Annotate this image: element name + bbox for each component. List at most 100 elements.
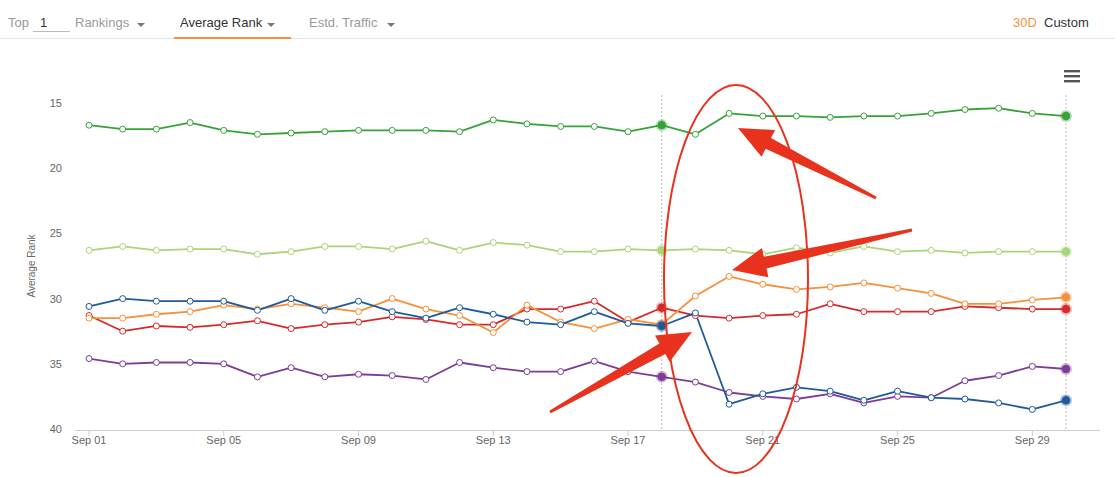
point — [827, 114, 833, 120]
point — [962, 107, 968, 113]
point — [692, 246, 698, 252]
point — [895, 249, 901, 255]
point — [558, 249, 564, 255]
period-30d[interactable]: 30D — [1013, 15, 1037, 30]
point — [861, 397, 867, 403]
point — [288, 365, 294, 371]
point — [153, 311, 159, 317]
point — [423, 376, 429, 382]
y-tick-label: 35 — [50, 358, 62, 370]
point — [457, 129, 463, 135]
selected-point-halo — [1060, 303, 1072, 315]
point — [928, 247, 934, 253]
point — [793, 245, 799, 251]
plot-area — [86, 105, 1072, 412]
point — [558, 369, 564, 375]
point — [524, 302, 530, 308]
point — [928, 290, 934, 296]
period-custom[interactable]: Custom — [1044, 15, 1089, 30]
point — [962, 301, 968, 307]
point — [490, 240, 496, 246]
point — [625, 246, 631, 252]
point — [356, 243, 362, 249]
point — [153, 298, 159, 304]
point — [254, 251, 260, 257]
point — [692, 293, 698, 299]
point — [490, 365, 496, 371]
point — [524, 121, 530, 127]
point — [928, 110, 934, 116]
active-tab-underline — [174, 37, 291, 39]
menu-icon[interactable] — [1064, 70, 1080, 82]
point — [996, 105, 1002, 111]
point — [120, 126, 126, 132]
point — [86, 303, 92, 309]
x-tick-label: Sep 25 — [880, 434, 915, 446]
point — [120, 361, 126, 367]
point — [524, 242, 530, 248]
point — [726, 401, 732, 407]
selected-point — [658, 373, 666, 381]
series-line — [89, 108, 1066, 134]
point — [423, 306, 429, 312]
point — [356, 371, 362, 377]
point — [457, 359, 463, 365]
point — [726, 110, 732, 116]
menu-bar — [1064, 70, 1080, 72]
x-tick-label: Sep 29 — [1015, 434, 1050, 446]
point — [288, 249, 294, 255]
point — [726, 389, 732, 395]
top-label: Top — [8, 15, 29, 30]
point — [86, 247, 92, 253]
x-tick-label: Sep 09 — [341, 434, 376, 446]
point — [591, 358, 597, 364]
point — [692, 131, 698, 137]
point — [726, 273, 732, 279]
point — [760, 113, 766, 119]
point — [288, 296, 294, 302]
y-tick-label: 15 — [50, 97, 62, 109]
point — [153, 323, 159, 329]
y-tick-label: 40 — [50, 423, 62, 435]
point — [1029, 249, 1035, 255]
point — [153, 126, 159, 132]
point — [221, 298, 227, 304]
point — [861, 113, 867, 119]
top-value[interactable]: 1 — [40, 15, 47, 30]
point — [457, 305, 463, 311]
point — [928, 395, 934, 401]
point — [827, 301, 833, 307]
average-rank-tab[interactable]: Average Rank — [180, 15, 263, 30]
rankings-dropdown[interactable]: Rankings — [75, 15, 130, 30]
x-tick-label: Sep 01 — [72, 434, 107, 446]
point — [591, 249, 597, 255]
point — [423, 127, 429, 133]
y-tick-label: 25 — [50, 227, 62, 239]
point — [591, 326, 597, 332]
point — [457, 247, 463, 253]
point — [625, 320, 631, 326]
annotation-arrow — [549, 332, 692, 413]
x-axis-line — [75, 430, 1100, 431]
point — [591, 298, 597, 304]
point — [322, 322, 328, 328]
annotation-arrow — [732, 229, 912, 278]
traffic-dropdown[interactable]: Estd. Traffic — [309, 15, 378, 30]
point — [827, 284, 833, 290]
point — [490, 330, 496, 336]
point — [86, 315, 92, 321]
point — [322, 129, 328, 135]
point — [153, 359, 159, 365]
selected-point — [658, 121, 666, 129]
point — [1029, 406, 1035, 412]
point — [861, 243, 867, 249]
point — [254, 374, 260, 380]
point — [389, 309, 395, 315]
point — [1029, 110, 1035, 116]
point — [490, 117, 496, 123]
toolbar-border — [0, 38, 1115, 39]
point — [389, 127, 395, 133]
point — [356, 298, 362, 304]
point — [120, 296, 126, 302]
point — [827, 388, 833, 394]
